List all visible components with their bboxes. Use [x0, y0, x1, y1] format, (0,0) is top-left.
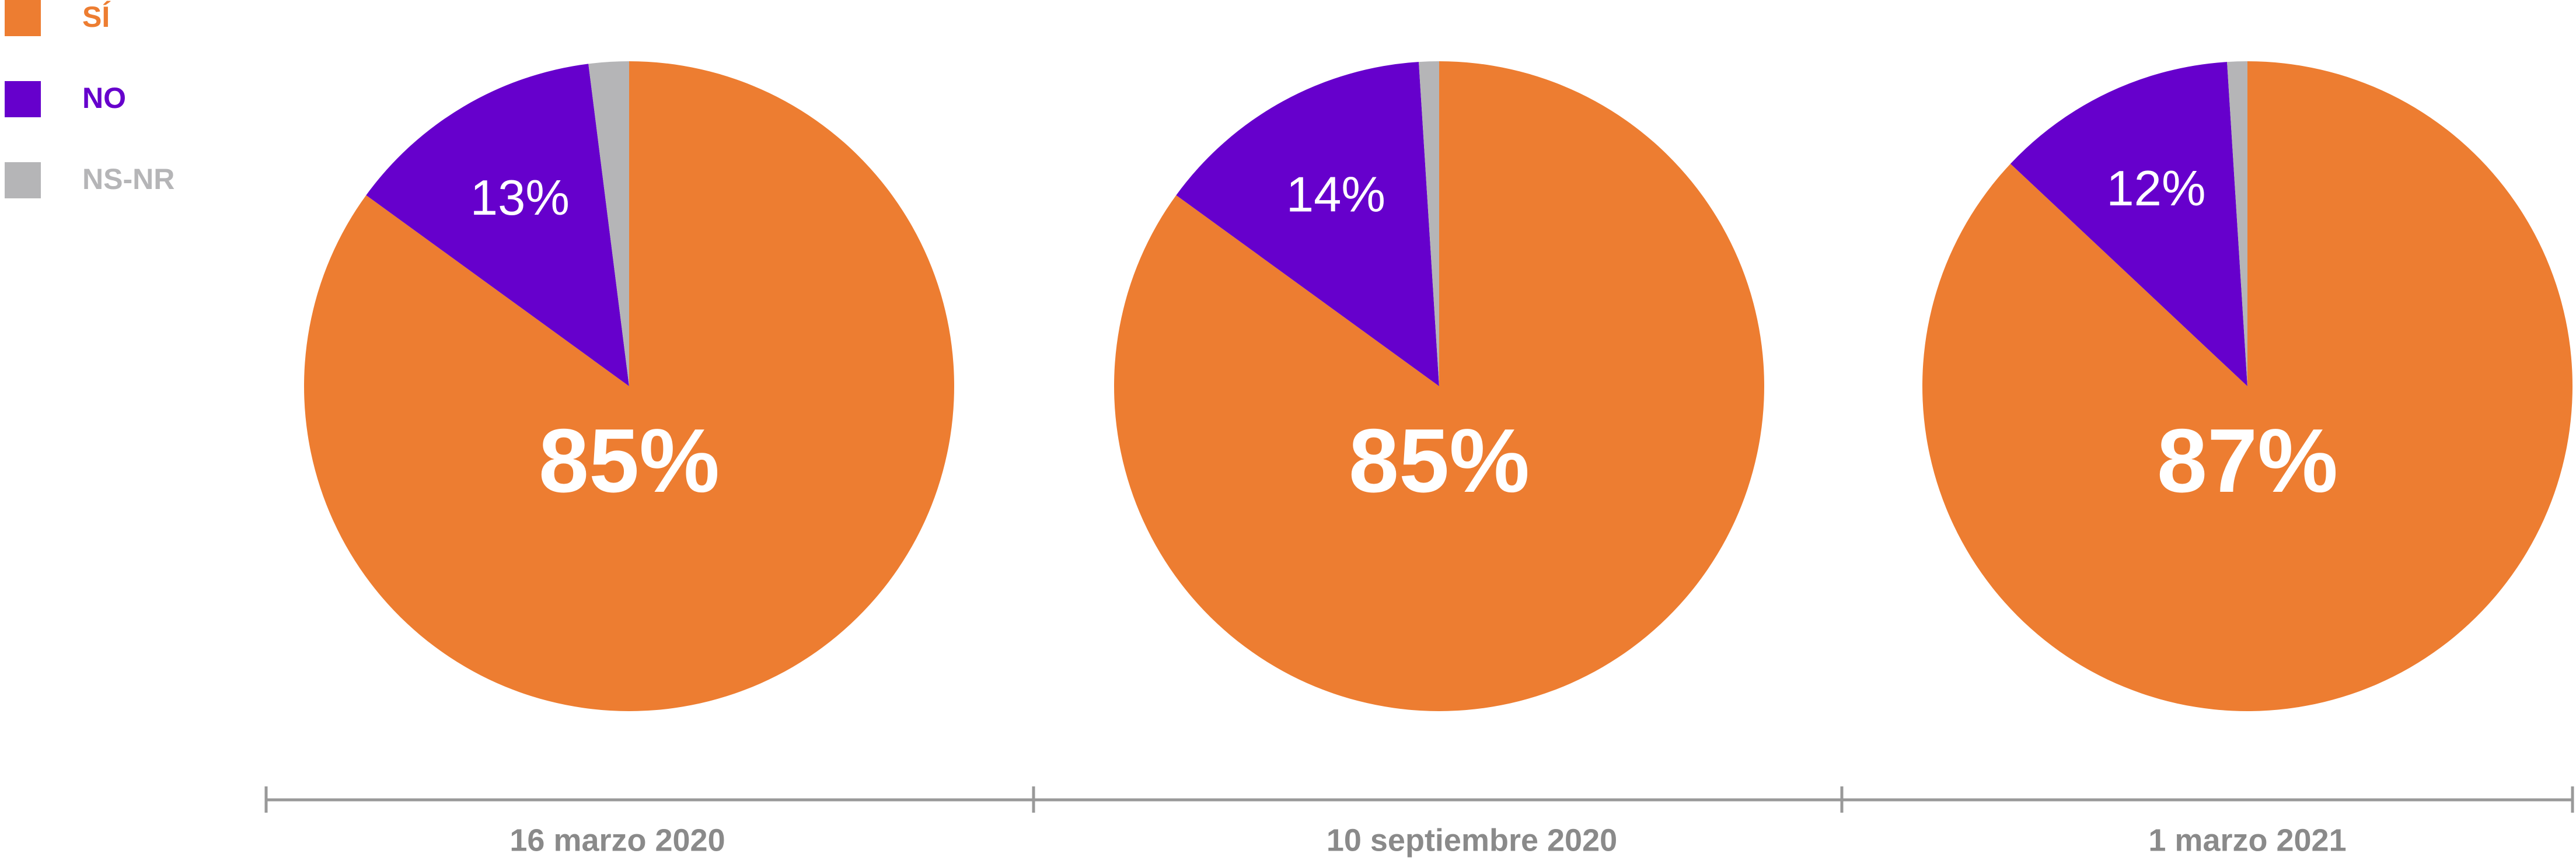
legend-swatch [5, 81, 41, 117]
pie-slice [1176, 62, 1439, 386]
value-label: 13% [470, 170, 570, 226]
legend-label: SÍ [82, 1, 110, 33]
x-tick-label: 10 septiembre 2020 [1327, 823, 1617, 858]
value-label: 14% [1286, 167, 1385, 222]
legend-label: NO [82, 82, 126, 114]
pie-slice [1922, 61, 2572, 712]
value-label: 85% [1349, 410, 1530, 511]
legend-swatch [5, 0, 41, 36]
legend-label: NS-NR [82, 163, 174, 195]
x-tick-label: 16 marzo 2020 [509, 823, 725, 858]
pie-slice [2227, 61, 2247, 386]
value-label: 87% [2157, 410, 2338, 511]
pie-slice [2010, 62, 2247, 386]
pie-slice [366, 64, 629, 387]
value-label: 12% [2106, 161, 2205, 216]
value-label: 85% [539, 410, 720, 511]
x-tick-label: 1 marzo 2021 [2148, 823, 2346, 858]
pie-slice [1419, 61, 1439, 386]
legend-swatch [5, 162, 41, 198]
pie-slice [588, 61, 629, 386]
